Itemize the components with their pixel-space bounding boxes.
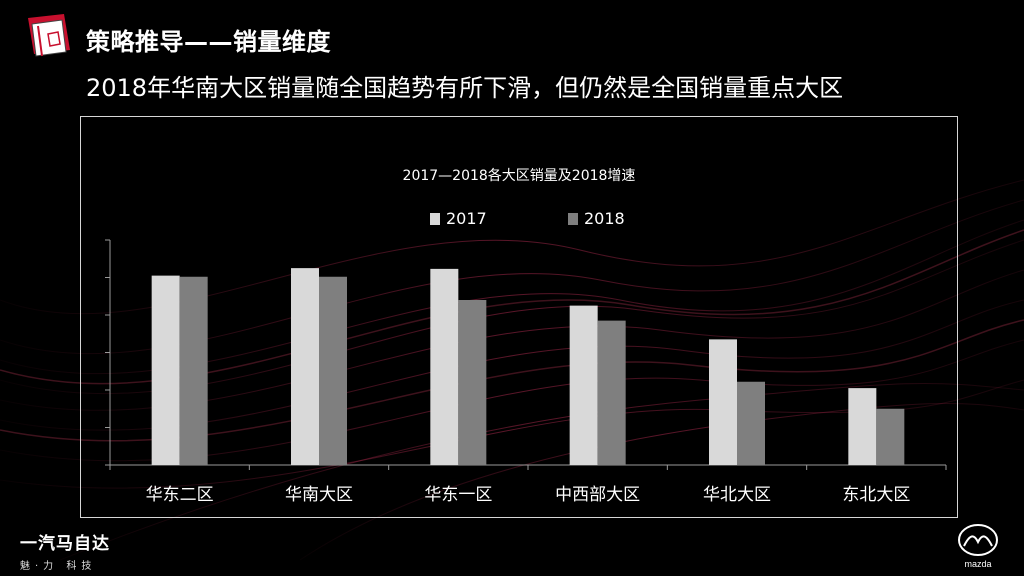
x-tick-label: 华东一区 <box>424 485 492 505</box>
bar-2017-华东二区 <box>151 275 180 465</box>
bar-2017-东北大区 <box>848 388 877 465</box>
bar-2017-华东一区 <box>430 268 459 465</box>
x-tick-label: 东北大区 <box>842 485 910 505</box>
bar-2017-华南大区 <box>291 268 319 465</box>
x-tick-label: 华北大区 <box>703 485 771 505</box>
bar-2018-华东二区 <box>179 276 208 465</box>
bar-2017-华北大区 <box>709 339 737 465</box>
slide-title: 策略推导——销量维度 <box>86 28 331 56</box>
brand-tagline: 魅·力 科技 <box>20 561 97 572</box>
bar-2018-华南大区 <box>319 276 347 465</box>
bar-2017-中西部大区 <box>569 305 598 465</box>
logo-text: mazda <box>964 559 991 569</box>
legend-swatch-2018 <box>568 213 578 225</box>
chart-frame <box>80 116 958 518</box>
notebook-icon <box>28 14 70 57</box>
bar-2018-华北大区 <box>737 381 765 465</box>
x-tick-label: 华南大区 <box>285 485 353 505</box>
bar-chart: 2017—2018各大区销量及2018增速 2017 2018 华东二区 华南大区 华东一… <box>105 168 947 505</box>
legend-label-2018: 2018 <box>584 209 625 228</box>
brand-name: 一汽马自达 <box>20 534 110 554</box>
legend-swatch-2017 <box>430 213 440 225</box>
bar-2018-东北大区 <box>876 408 905 465</box>
brand-faw-mazda: 一汽马自达 魅·力 科技 <box>20 529 110 572</box>
slide-subtitle: 2018年华南大区销量随全国趋势有所下滑，但仍然是全国销量重点大区 <box>86 74 844 102</box>
legend-label-2017: 2017 <box>446 209 487 228</box>
x-tick-label: 中西部大区 <box>555 485 640 505</box>
x-tick-label: 华东二区 <box>146 485 214 505</box>
bar-2018-华东一区 <box>458 300 487 465</box>
bar-2018-中西部大区 <box>597 320 626 465</box>
chart-title: 2017—2018各大区销量及2018增速 <box>403 168 636 184</box>
mazda-logo: mazda <box>958 524 998 569</box>
